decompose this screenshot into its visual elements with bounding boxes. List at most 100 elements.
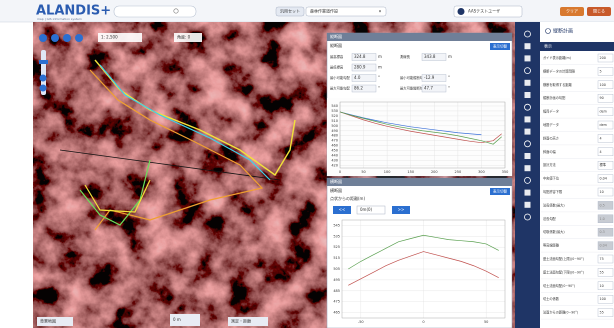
field-value[interactable]: 280.9: [354, 65, 366, 70]
tool-icon[interactable]: [525, 165, 531, 171]
y-tick-label: 520: [331, 114, 338, 118]
zoom-handle[interactable]: [39, 60, 48, 64]
distance-label: 点状からの距離(m): [330, 195, 365, 201]
setting-label: 法長係数(最大): [543, 202, 565, 207]
setting-value[interactable]: 4: [600, 136, 602, 140]
field-value[interactable]: 86.2: [354, 86, 363, 91]
setting-value: 0.5: [600, 203, 605, 207]
prev-label[interactable]: <<: [339, 207, 346, 212]
field-label: 最大可能勾配: [330, 86, 350, 91]
setting-value[interactable]: dem: [600, 110, 607, 114]
x-tick-label: 0: [339, 170, 341, 174]
x-tick-label: 100: [384, 170, 391, 174]
field-label: 測線長: [400, 54, 411, 59]
setting-label: 法面からの距離(0~90°): [543, 310, 578, 315]
setting-label: 縦断計画の勾配: [543, 95, 566, 100]
tool-icon[interactable]: [525, 190, 531, 196]
field-value[interactable]: 47.7: [424, 86, 433, 91]
field-unit: °: [448, 86, 450, 91]
profile-panel: 縦断図 縦断図 表示切替 最高標高324.8m測線長343.8m最低標高280.…: [327, 33, 512, 176]
setting-value[interactable]: 10: [600, 190, 604, 194]
panel-title-bar: [327, 33, 512, 41]
field-unit: °: [448, 75, 450, 80]
map-tool[interactable]: [75, 34, 83, 42]
panel-title: 横断図: [330, 187, 342, 193]
setting-value[interactable]: 90: [600, 96, 604, 100]
setting-label: 勾配許容下限: [543, 189, 563, 194]
tool-icon[interactable]: [525, 55, 531, 61]
setting-label: 横断を取得する距離: [543, 82, 572, 87]
setting-value[interactable]: 200: [600, 56, 606, 60]
tool-icon[interactable]: [525, 92, 531, 98]
field-value[interactable]: 343.8: [424, 54, 436, 59]
field-unit: °: [378, 75, 380, 80]
field-label: 最低標高: [330, 65, 344, 70]
measure-text[interactable]: 測定・距離: [231, 318, 251, 324]
dropdown-arrow: ▾: [379, 9, 381, 14]
field-value[interactable]: -12.9: [424, 75, 435, 80]
position-label[interactable]: 0m(0): [360, 207, 373, 212]
map-tool[interactable]: [63, 34, 71, 42]
field-unit: °: [378, 86, 380, 91]
tool-icon[interactable]: [525, 43, 531, 49]
y-tick-label: 505: [333, 267, 340, 271]
setting-label: 横断データの計算間隔: [543, 68, 576, 73]
angle-text[interactable]: 角度: 0: [177, 34, 191, 40]
setting-value[interactable]: 55: [600, 270, 604, 274]
next-label[interactable]: >>: [398, 207, 405, 212]
setting-label: 切土の係数: [543, 296, 560, 301]
distance-text: 0 m: [173, 317, 181, 322]
setting-value[interactable]: 0.04: [600, 177, 607, 181]
x-tick-label: 150: [407, 170, 414, 174]
x-tick-label: 350: [502, 170, 509, 174]
setting-value[interactable]: 75: [600, 257, 604, 261]
setting-value[interactable]: 100: [600, 83, 606, 87]
map-tool[interactable]: [40, 75, 47, 82]
tagline: map | GIS information system: [37, 17, 82, 21]
y-tick-label: 480: [331, 134, 338, 138]
section-title[interactable]: 表示: [544, 43, 552, 49]
y-tick-label: 545: [333, 223, 340, 227]
tool-icon[interactable]: [525, 153, 531, 159]
search-box[interactable]: [114, 6, 196, 17]
setting-value[interactable]: 標準: [600, 162, 607, 167]
map-tool[interactable]: [51, 34, 59, 42]
y-tick-label: 515: [333, 256, 340, 260]
setting-value[interactable]: 100: [600, 297, 606, 301]
setting-label: 法長勾配: [543, 216, 557, 221]
setting-value[interactable]: 5: [600, 69, 602, 73]
user-name[interactable]: AASテストユーザ: [468, 8, 500, 14]
close-button-label[interactable]: 閉じる: [593, 8, 605, 14]
tool-icon[interactable]: [525, 80, 531, 86]
setting-label: 切取係数(最大): [543, 229, 565, 234]
map-tool[interactable]: [39, 34, 47, 42]
x-tick-label: 50: [484, 320, 488, 324]
y-tick-label: 500: [331, 124, 338, 128]
y-tick-label: 465: [333, 311, 340, 315]
field-value[interactable]: 324.8: [354, 54, 366, 59]
basemap-text[interactable]: 背景地図: [40, 318, 56, 324]
setting-label: 斜面の高さ: [543, 135, 559, 140]
setting-value[interactable]: dem: [600, 123, 607, 127]
setting-value[interactable]: 10: [600, 284, 604, 288]
toggle-label[interactable]: 表示切替: [493, 44, 507, 49]
tool-icon[interactable]: [525, 129, 531, 135]
y-tick-label: 430: [331, 159, 338, 163]
y-tick-label: 495: [333, 278, 340, 282]
map-tool[interactable]: [40, 85, 47, 92]
set-value[interactable]: 森林作業道作設: [310, 8, 338, 14]
setting-value[interactable]: 4: [600, 150, 602, 154]
setting-value[interactable]: 55: [600, 311, 604, 315]
setting-label: 中央値下位: [543, 176, 560, 181]
scale-text[interactable]: 1: 2,500: [101, 35, 118, 40]
tool-icon[interactable]: [525, 202, 531, 208]
field-value[interactable]: 4.0: [354, 75, 361, 80]
x-tick-label: 200: [431, 170, 438, 174]
set-label[interactable]: 汎用セット: [280, 8, 300, 14]
setting-label: 切土法面勾配(0~90°): [543, 283, 575, 288]
toggle-label[interactable]: 表示切替: [493, 189, 507, 194]
clear-button-label[interactable]: クリア: [566, 8, 578, 14]
y-tick-label: 525: [333, 245, 340, 249]
tool-icon[interactable]: [525, 116, 531, 122]
y-tick-label: 530: [331, 109, 338, 113]
